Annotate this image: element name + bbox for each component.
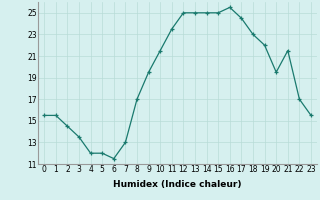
X-axis label: Humidex (Indice chaleur): Humidex (Indice chaleur) bbox=[113, 180, 242, 189]
